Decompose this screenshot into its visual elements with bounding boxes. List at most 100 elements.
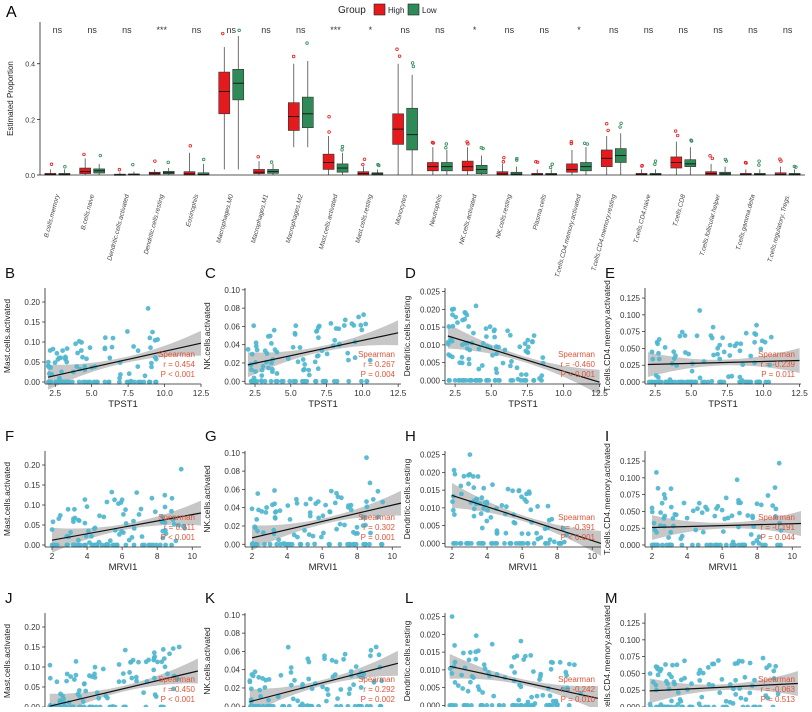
- data-point: [502, 541, 507, 546]
- data-point: [521, 657, 527, 662]
- data-point: [152, 509, 158, 515]
- data-point: [738, 500, 743, 506]
- stat-method: Spearman: [158, 513, 195, 522]
- data-point: [685, 687, 690, 693]
- y-tick-label: 0.075: [620, 491, 641, 500]
- data-point: [332, 672, 338, 677]
- data-point: [514, 365, 520, 371]
- data-point: [753, 332, 759, 337]
- x-axis-label: MRVI1: [709, 562, 738, 573]
- data-point: [733, 692, 739, 697]
- data-point: [655, 341, 660, 347]
- data-point: [476, 366, 482, 372]
- data-point: [765, 493, 771, 498]
- box-outlier: [582, 141, 587, 145]
- data-point: [75, 542, 81, 548]
- data-point: [737, 510, 742, 516]
- data-point: [524, 499, 529, 505]
- box-high: [148, 159, 161, 175]
- data-point: [160, 535, 166, 541]
- y-axis-label: Dendritic.cells.resting: [402, 295, 412, 376]
- y-tick-label: 0.075: [620, 328, 641, 337]
- data-point: [727, 699, 733, 705]
- fit-line: [651, 522, 802, 529]
- x-tick-label: 8: [555, 551, 560, 561]
- data-point: [667, 671, 672, 677]
- x-tick-label: NK.cells.resting: [495, 193, 514, 239]
- data-point: [92, 525, 98, 531]
- data-point: [752, 677, 757, 683]
- panel-label-m: M: [605, 590, 618, 607]
- data-point: [508, 363, 513, 369]
- box-outlier: [534, 159, 538, 164]
- data-point: [321, 378, 327, 384]
- data-point: [307, 513, 313, 519]
- stat-method: Spearman: [558, 675, 595, 684]
- data-point: [767, 362, 773, 368]
- data-point: [727, 682, 733, 687]
- data-point: [80, 354, 85, 360]
- data-point: [141, 542, 147, 548]
- data-point: [262, 541, 267, 547]
- data-point: [262, 685, 268, 690]
- x-tick-label: 2.5: [449, 388, 461, 398]
- data-point: [717, 690, 723, 696]
- data-point: [758, 502, 764, 508]
- box-outlier: [605, 122, 609, 126]
- y-tick-label: 0.04: [224, 504, 240, 513]
- data-point: [497, 378, 502, 383]
- data-point: [169, 542, 175, 548]
- box-low: [197, 157, 210, 176]
- data-point: [352, 355, 358, 361]
- x-tick-label: 6: [120, 551, 125, 561]
- data-point: [471, 506, 477, 512]
- data-point: [367, 357, 373, 363]
- data-point: [64, 359, 70, 365]
- significance-label: ***: [156, 25, 167, 35]
- stat-method: Spearman: [358, 350, 395, 359]
- y-tick-label: 0.20: [24, 298, 40, 307]
- box-low: [162, 160, 175, 175]
- x-tick-label: 10.0: [354, 388, 371, 398]
- stat-p: P < 0.001: [561, 370, 596, 379]
- data-point: [72, 506, 77, 512]
- data-point: [319, 534, 324, 540]
- box-outlier: [82, 152, 86, 157]
- panel-label-c: C: [205, 265, 216, 282]
- data-point: [316, 335, 321, 341]
- data-point: [117, 532, 122, 537]
- data-point: [695, 506, 700, 512]
- y-tick-label: 0.2: [25, 117, 35, 124]
- data-point: [161, 656, 167, 661]
- x-tick-label: Macrophages.M2: [285, 193, 305, 244]
- x-tick-label: 8: [155, 551, 160, 561]
- data-point: [96, 695, 102, 701]
- panel-label-g: G: [205, 428, 217, 445]
- box-outlier: [618, 125, 622, 129]
- significance-label: ns: [122, 25, 132, 35]
- panel-label-i: I: [605, 428, 609, 445]
- data-point: [81, 542, 87, 548]
- x-tick-label: 2.5: [249, 388, 261, 398]
- box-body: [566, 163, 578, 173]
- stat-method: Spearman: [758, 675, 795, 684]
- data-point: [101, 514, 107, 520]
- y-axis-label: Mast.cells.activated: [2, 624, 12, 698]
- y-tick-label: 0.000: [620, 703, 641, 707]
- x-axis-label: TPST1: [508, 399, 538, 410]
- data-point: [368, 530, 373, 536]
- data-point: [493, 344, 499, 350]
- data-point: [760, 542, 765, 548]
- data-point: [138, 506, 144, 512]
- data-point: [295, 698, 301, 704]
- data-point: [64, 678, 69, 684]
- y-axis-label: Estimated Proportion: [6, 61, 15, 136]
- panel-k: K0.000.020.040.060.080.102.55.07.510.0TM…: [202, 590, 401, 712]
- box-low: [545, 162, 558, 176]
- data-point: [482, 500, 488, 505]
- box-high: [183, 144, 196, 176]
- x-tick-label: 7.5: [122, 388, 134, 398]
- data-point: [364, 504, 370, 510]
- data-point: [126, 537, 132, 543]
